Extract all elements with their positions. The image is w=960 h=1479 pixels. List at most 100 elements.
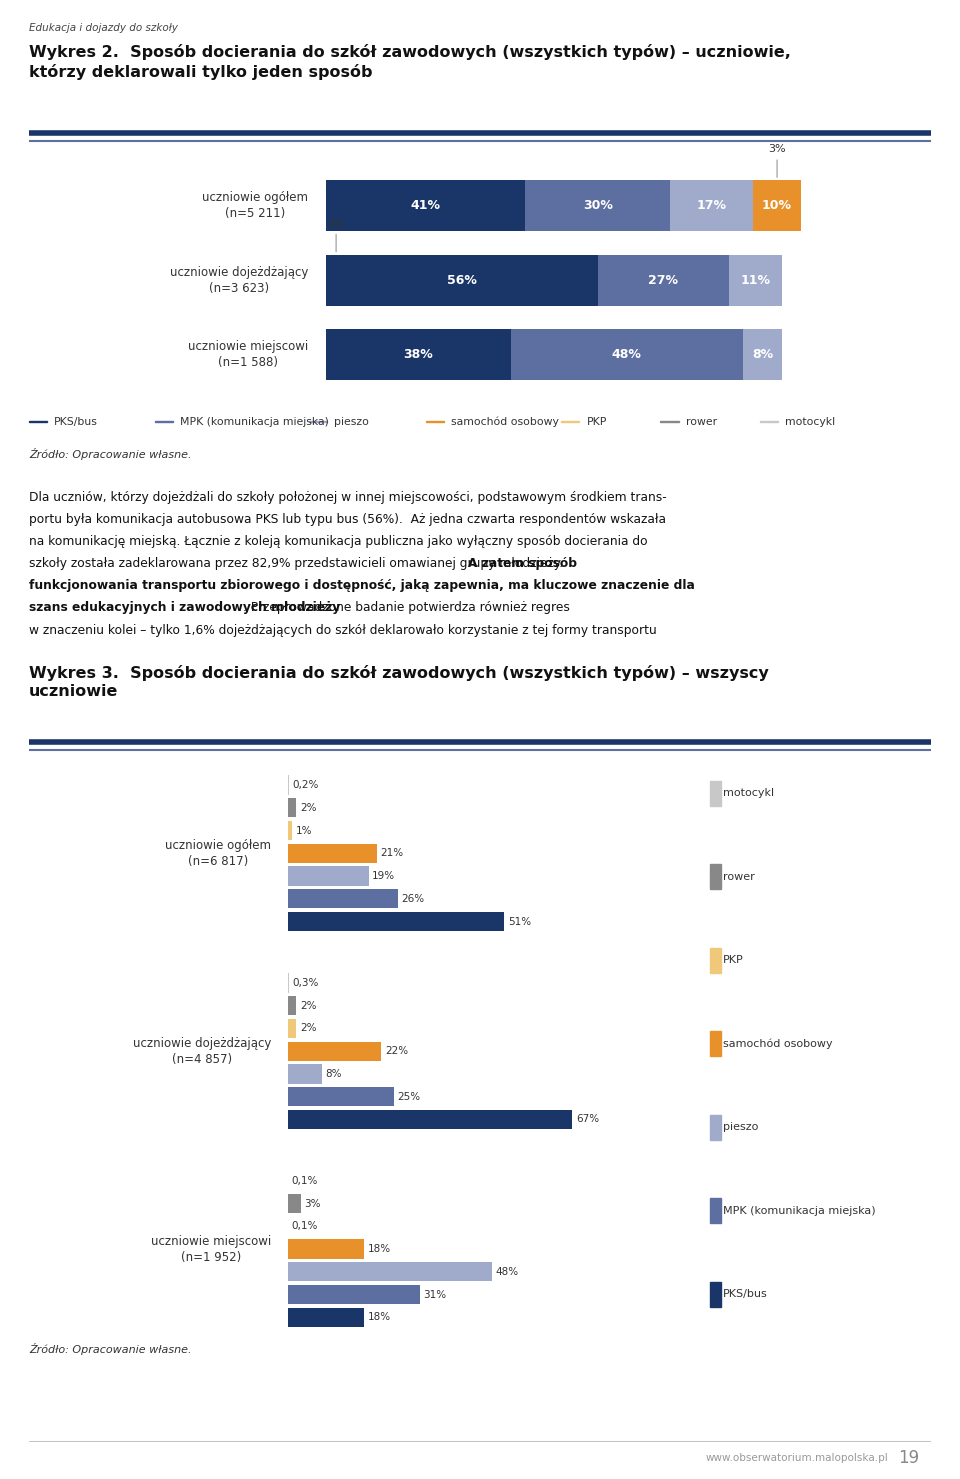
Text: PKS/bus: PKS/bus (54, 417, 98, 426)
Text: uczniowie dojeżdżający
(n=3 623): uczniowie dojeżdżający (n=3 623) (170, 266, 308, 294)
Bar (288, 973, 289, 992)
Text: uczniowie ogółem
(n=6 817): uczniowie ogółem (n=6 817) (165, 839, 271, 868)
Text: 26%: 26% (401, 893, 425, 904)
Bar (326, 254, 598, 306)
Text: . Przeprowadzone badanie potwierdza również regres: . Przeprowadzone badanie potwierdza równ… (244, 602, 570, 614)
Text: 41%: 41% (411, 200, 441, 213)
Text: 4%: 4% (327, 219, 345, 251)
Text: rower: rower (723, 873, 755, 881)
Text: A zatem sposób: A zatem sposób (468, 558, 578, 571)
Text: funkcjonowania transportu zbiorowego i dostępność, jaką zapewnia, ma kluczowe zn: funkcjonowania transportu zbiorowego i d… (29, 580, 695, 593)
Bar (670, 180, 753, 231)
Text: szans edukacyjnych i zawodowych młodzieży: szans edukacyjnych i zawodowych młodzież… (29, 602, 340, 614)
Text: pieszo: pieszo (723, 1123, 758, 1133)
Text: motocykl: motocykl (785, 417, 835, 426)
Text: 0,2%: 0,2% (292, 779, 319, 790)
Text: 18%: 18% (368, 1244, 391, 1254)
Bar (288, 1262, 492, 1281)
Text: PKS/bus: PKS/bus (723, 1290, 768, 1299)
Text: 1%: 1% (296, 825, 312, 836)
Bar (525, 180, 670, 231)
Bar (288, 1065, 322, 1084)
Text: www.obserwatorium.malopolska.pl: www.obserwatorium.malopolska.pl (706, 1452, 888, 1463)
Text: PKP: PKP (723, 955, 744, 966)
Bar (753, 180, 802, 231)
Text: 56%: 56% (447, 274, 477, 287)
Text: 0,1%: 0,1% (292, 1176, 318, 1186)
Bar (710, 948, 722, 973)
Bar (710, 1115, 722, 1140)
Text: uczniowie dojeżdżający
(n=4 857): uczniowie dojeżdżający (n=4 857) (132, 1037, 271, 1066)
Text: 10%: 10% (762, 200, 792, 213)
Text: 8%: 8% (752, 348, 773, 361)
Bar (288, 867, 369, 886)
Text: MPK (komunikacja miejska): MPK (komunikacja miejska) (180, 417, 329, 426)
Bar (288, 1109, 572, 1128)
Text: 11%: 11% (740, 274, 770, 287)
Text: 2%: 2% (300, 1023, 317, 1034)
Text: 19: 19 (898, 1449, 920, 1467)
Bar (710, 864, 722, 889)
Text: PKP: PKP (587, 417, 607, 426)
Bar (710, 1282, 722, 1306)
Text: 19%: 19% (372, 871, 396, 881)
Text: 22%: 22% (385, 1046, 408, 1056)
Text: Wykres 3.  Sposób docierania do szkół zawodowych (wszystkich typów) – wszyscy
uc: Wykres 3. Sposób docierania do szkół zaw… (29, 666, 769, 700)
Text: rower: rower (685, 417, 717, 426)
Bar (288, 913, 504, 932)
Text: uczniowie miejscowi
(n=1 588): uczniowie miejscowi (n=1 588) (188, 340, 308, 370)
Bar (288, 1307, 365, 1327)
Text: w znaczeniu kolei – tylko 1,6% dojeżdżających do szkół deklarowało korzystanie z: w znaczeniu kolei – tylko 1,6% dojeżdżaj… (29, 624, 657, 636)
Text: 30%: 30% (583, 200, 612, 213)
Bar (710, 1031, 722, 1056)
Bar (288, 1019, 297, 1038)
Text: 3%: 3% (768, 145, 786, 177)
Text: motocykl: motocykl (723, 788, 775, 799)
Text: Dla uczniów, którzy dojeżdżali do szkoły położonej w innej miejscowości, podstaw: Dla uczniów, którzy dojeżdżali do szkoły… (29, 491, 666, 504)
Text: samochód osobowy: samochód osobowy (451, 416, 559, 427)
Text: 21%: 21% (380, 849, 403, 858)
Text: 27%: 27% (648, 274, 678, 287)
Text: 3%: 3% (304, 1198, 321, 1208)
Text: szkoły została zadeklarowana przez 82,9% przedstawicieli omawianej grupy młodzie: szkoły została zadeklarowana przez 82,9%… (29, 558, 566, 571)
Text: 48%: 48% (495, 1268, 518, 1276)
Bar (288, 1285, 420, 1304)
Bar (288, 995, 297, 1015)
Text: 48%: 48% (612, 348, 642, 361)
Bar (326, 180, 525, 231)
Bar (288, 821, 292, 840)
Text: pieszo: pieszo (334, 417, 369, 426)
Text: 38%: 38% (403, 348, 433, 361)
Bar (288, 1194, 300, 1213)
Text: portu była komunikacja autobusowa PKS lub typu bus (56%).  Aż jedna czwarta resp: portu była komunikacja autobusowa PKS lu… (29, 513, 666, 527)
Text: Wykres 2.  Sposób docierania do szkół zawodowych (wszystkich typów) – uczniowie,: Wykres 2. Sposób docierania do szkół zaw… (29, 44, 791, 80)
Text: 8%: 8% (325, 1069, 342, 1080)
Text: 51%: 51% (508, 917, 531, 927)
Bar (598, 254, 729, 306)
Text: 31%: 31% (423, 1290, 446, 1300)
Bar (288, 799, 297, 818)
Bar (710, 781, 722, 806)
Bar (710, 1198, 722, 1223)
Bar (743, 328, 781, 380)
Text: MPK (komunikacja miejska): MPK (komunikacja miejska) (723, 1205, 876, 1216)
Text: Źródło: Opracowanie własne.: Źródło: Opracowanie własne. (29, 448, 191, 460)
Text: 0,3%: 0,3% (293, 978, 319, 988)
Text: uczniowie miejscowi
(n=1 952): uczniowie miejscowi (n=1 952) (151, 1235, 271, 1263)
Text: na komunikację miejską. Łącznie z koleją komunikacja publiczna jako wyłączny spo: na komunikację miejską. Łącznie z koleją… (29, 535, 647, 549)
Bar (326, 328, 511, 380)
Text: Źródło: Opracowanie własne.: Źródło: Opracowanie własne. (29, 1343, 191, 1355)
Text: 17%: 17% (697, 200, 727, 213)
Text: 18%: 18% (368, 1312, 391, 1322)
Text: samochód osobowy: samochód osobowy (723, 1038, 833, 1049)
Bar (288, 889, 398, 908)
Bar (288, 843, 377, 862)
Text: 2%: 2% (300, 803, 317, 813)
Text: Edukacja i dojazdy do szkoły: Edukacja i dojazdy do szkoły (29, 24, 178, 33)
Bar (288, 1087, 395, 1106)
Text: 67%: 67% (576, 1115, 599, 1124)
Bar (511, 328, 743, 380)
Bar (729, 254, 781, 306)
Text: 0,1%: 0,1% (292, 1222, 318, 1232)
Bar (288, 1041, 381, 1060)
